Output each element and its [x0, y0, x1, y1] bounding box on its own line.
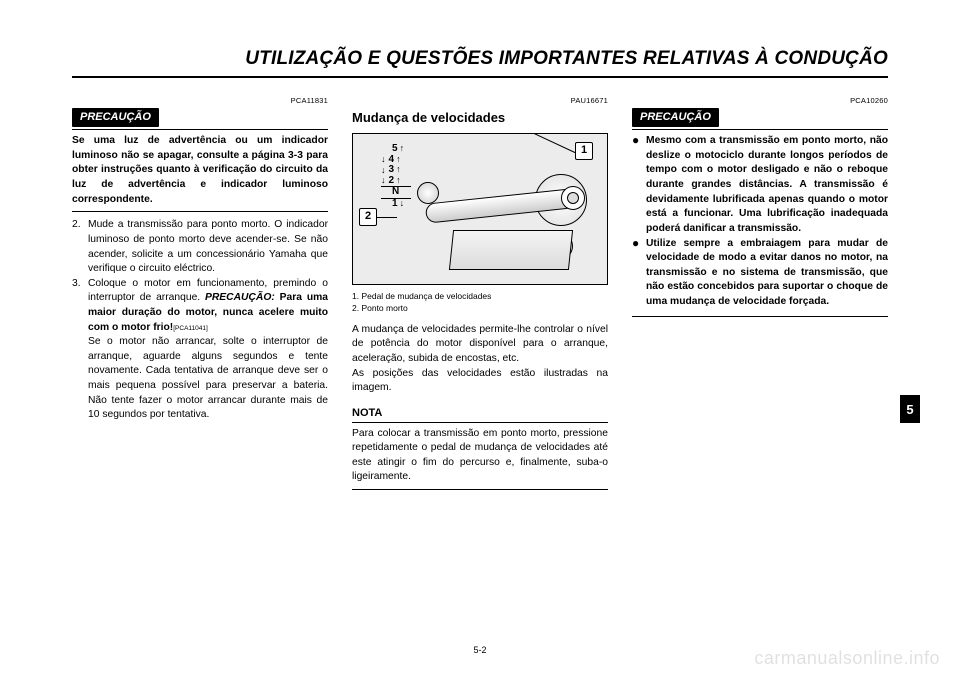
bullet-icon: ●	[632, 237, 646, 310]
list-number: 2.	[72, 218, 88, 276]
gear-shift-figure: 5 4 3 2 N 1↓ 1 2	[352, 133, 608, 285]
chapter-tab: 5	[900, 395, 920, 423]
ref-code: PCA10260	[632, 96, 888, 107]
list-body: Coloque o motor em funcionamento, premin…	[88, 277, 328, 423]
bullet-1-text: Mesmo com a transmissão em ponto morto, …	[646, 134, 888, 236]
gear-1: 1	[392, 199, 398, 210]
column-3: PCA10260 PRECAUÇÃO ● Mesmo com a transmi…	[632, 96, 888, 494]
figure-bg: 5 4 3 2 N 1↓ 1 2	[353, 134, 607, 284]
caution-rule	[72, 129, 328, 130]
page-title: UTILIZAÇÃO E QUESTÕES IMPORTANTES RELATI…	[72, 48, 888, 70]
arrow-down-icon: 2	[381, 176, 419, 187]
callout-1-line	[533, 133, 577, 154]
gear-2: 2	[389, 176, 395, 187]
arrow-up-icon	[396, 176, 401, 187]
bullet-icon: ●	[632, 134, 646, 236]
ref-code: PAU16671	[352, 96, 608, 107]
ref-code: PCA11831	[72, 96, 328, 107]
callout-2: 2	[359, 208, 377, 226]
list-number: 3.	[72, 277, 88, 423]
nota-rule-end	[352, 489, 608, 490]
callout-2-line	[377, 217, 397, 218]
inline-precaucao: PRECAUÇÃO:	[205, 292, 275, 303]
gear-indicator: 5 4 3 2 N 1↓	[381, 144, 419, 209]
caption-2: 2. Ponto morto	[352, 303, 608, 315]
column-2: PAU16671 Mudança de velocidades 5 4 3 2	[352, 96, 608, 494]
caution-label: PRECAUÇÃO	[632, 108, 719, 128]
caution-label: PRECAUÇÃO	[72, 108, 159, 128]
manual-page: UTILIZAÇÃO E QUESTÕES IMPORTANTES RELATI…	[0, 0, 960, 679]
caution-rule-end	[72, 211, 328, 212]
caution-text: Se uma luz de advertência ou um indicado…	[72, 134, 328, 207]
numbered-list: 2. Mude a transmissão para ponto morto. …	[72, 218, 328, 423]
callout-1: 1	[575, 142, 593, 160]
gear-N: N	[392, 187, 399, 198]
para-1: A mudança de velocidades permite-lhe con…	[352, 323, 608, 367]
nota-rule	[352, 422, 608, 423]
bullet-2-text: Utilize sempre a embraiagem para mudar d…	[646, 237, 888, 310]
caution-rule-end	[632, 316, 888, 317]
section-title: Mudança de velocidades	[352, 109, 608, 127]
inline-code: [PCA11041]	[173, 325, 208, 332]
item3-part-b: Se o motor não arrancar, solte o interru…	[88, 336, 328, 420]
list-item-3: 3. Coloque o motor em funcionamento, pre…	[72, 277, 328, 423]
caution-heading: PRECAUÇÃO	[72, 108, 328, 128]
caution-rule	[632, 129, 888, 130]
page-header: UTILIZAÇÃO E QUESTÕES IMPORTANTES RELATI…	[72, 48, 888, 78]
figure-caption: 1. Pedal de mudança de velocidades 2. Po…	[352, 291, 608, 315]
watermark: carmanualsonline.info	[754, 648, 940, 669]
pivot-inner-icon	[567, 192, 579, 204]
bullet-1: ● Mesmo com a transmissão em ponto morto…	[632, 134, 888, 236]
column-1: PCA11831 PRECAUÇÃO Se uma luz de advertê…	[72, 96, 328, 494]
nota-heading: NOTA	[352, 406, 608, 422]
footrest-plate-icon	[449, 230, 573, 270]
bullet-2: ● Utilize sempre a embraiagem para mudar…	[632, 237, 888, 310]
list-item-2: 2. Mude a transmissão para ponto morto. …	[72, 218, 328, 276]
para-2: As posições das velocidades estão ilustr…	[352, 367, 608, 396]
caution-heading: PRECAUÇÃO	[632, 108, 888, 128]
nota-text: Para colocar a transmissão em ponto mort…	[352, 427, 608, 485]
list-body: Mude a transmissão para ponto morto. O i…	[88, 218, 328, 276]
caption-1: 1. Pedal de mudança de velocidades	[352, 291, 608, 303]
content-columns: PCA11831 PRECAUÇÃO Se uma luz de advertê…	[72, 96, 888, 494]
